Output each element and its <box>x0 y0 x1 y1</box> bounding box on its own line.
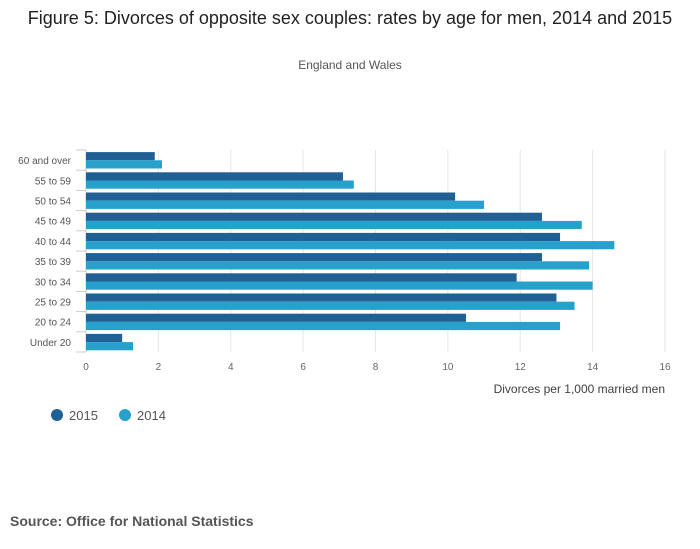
bar-2014 <box>86 160 162 169</box>
category-label: 50 to 54 <box>35 197 72 208</box>
category-label: 25 to 29 <box>35 298 72 309</box>
legend-label: 2015 <box>69 408 98 423</box>
category-label: 40 to 44 <box>35 237 72 248</box>
bar-2015 <box>86 293 557 302</box>
bar-2015 <box>86 253 542 262</box>
bar-2014 <box>86 321 561 331</box>
x-tick-label: 8 <box>373 362 379 373</box>
x-axis-label: Divorces per 1,000 married men <box>494 382 665 396</box>
bar-2014 <box>86 180 354 189</box>
bar-2015 <box>86 313 466 322</box>
bar-2014 <box>86 281 593 290</box>
bar-2014 <box>86 200 485 209</box>
source-note: Source: Office for National Statistics <box>10 513 254 529</box>
bar-2014 <box>86 261 590 270</box>
bar-2015 <box>86 172 343 181</box>
category-label: 30 to 34 <box>35 277 72 288</box>
bar-2014 <box>86 301 575 310</box>
legend-marker-2015 <box>51 409 63 421</box>
category-label: 35 to 39 <box>35 257 72 268</box>
chart-title: Figure 5: Divorces of opposite sex coupl… <box>27 8 673 28</box>
category-label: 60 and over <box>18 156 71 167</box>
x-tick-label: 0 <box>83 362 89 373</box>
x-tick-label: 16 <box>659 362 671 373</box>
category-label: 20 to 24 <box>35 318 72 329</box>
x-tick-label: 4 <box>228 362 234 373</box>
category-labels: 60 and over 55 to 59 50 to 54 45 to 49 40 to… <box>18 156 71 349</box>
bar-2015 <box>86 232 561 242</box>
category-label: 55 to 59 <box>35 176 72 187</box>
bar-2015 <box>86 192 456 201</box>
bar-2015 <box>86 212 542 221</box>
legend-label: 2014 <box>137 408 166 423</box>
category-label: Under 20 <box>30 338 72 349</box>
x-tick-label: 6 <box>300 362 306 373</box>
x-axis-ticks: 0 2 4 6 8 10 12 14 16 <box>83 362 671 373</box>
bar-2014 <box>86 241 615 250</box>
bar-2015 <box>86 333 123 343</box>
x-tick-label: 14 <box>587 362 599 373</box>
x-tick-label: 2 <box>156 362 162 373</box>
x-tick-label: 12 <box>515 362 527 373</box>
legend: 2015 2014 <box>51 408 166 423</box>
x-tick-label: 10 <box>442 362 454 373</box>
bar-2014 <box>86 342 134 351</box>
category-label: 45 to 49 <box>35 217 72 228</box>
legend-marker-2014 <box>119 409 131 421</box>
bar-2014 <box>86 220 582 230</box>
bar-2015 <box>86 273 517 282</box>
chart-subtitle: England and Wales <box>298 58 402 72</box>
bar-2015 <box>86 152 155 161</box>
bars <box>86 152 615 351</box>
